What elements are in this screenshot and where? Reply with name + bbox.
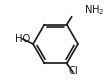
- Text: NH$_2$: NH$_2$: [84, 3, 105, 17]
- Text: Cl: Cl: [68, 66, 78, 76]
- Text: HO: HO: [15, 34, 30, 44]
